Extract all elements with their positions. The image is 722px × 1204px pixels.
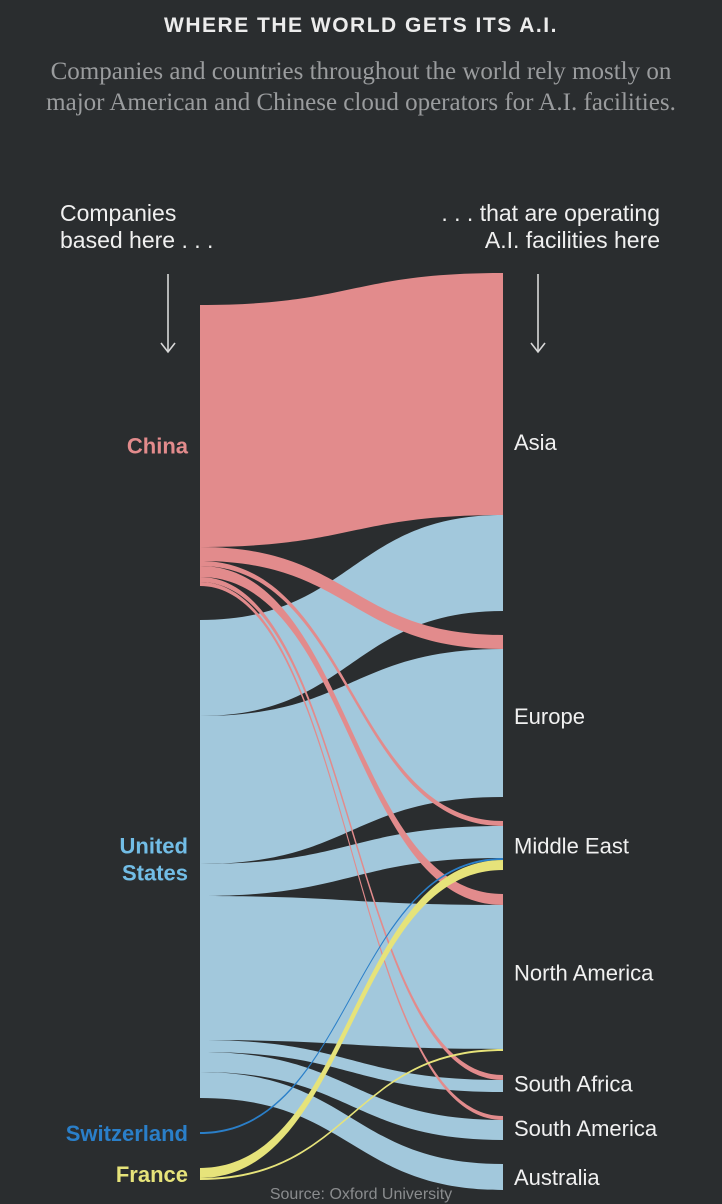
column-arrows <box>160 274 546 354</box>
flow-switzerland-to-middle-east <box>200 858 503 1134</box>
target-label-australia: Australia <box>514 1165 600 1190</box>
flow-united-states-to-europe <box>200 649 503 864</box>
flow-china-to-asia <box>200 273 503 547</box>
target-label-south-africa: South Africa <box>514 1072 633 1097</box>
target-label-south-america: South America <box>514 1116 658 1141</box>
flow-united-states-to-australia <box>200 1072 503 1190</box>
left-down-arrow-head <box>160 342 176 354</box>
source-label-france: France <box>116 1162 188 1187</box>
flow-china-to-middle-east <box>200 561 503 826</box>
target-label-north-america: North America <box>514 961 654 986</box>
target-label-europe: Europe <box>514 704 585 729</box>
chart-subtitle: Companies and countries throughout the w… <box>46 58 676 116</box>
right-down-arrow-head <box>530 342 546 354</box>
flow-united-states-to-south-africa <box>200 1040 503 1092</box>
flow-china-to-europe <box>200 547 503 649</box>
left-column-label: Companies based here . . . <box>60 200 214 253</box>
right-column-label: . . . that are operating A.I. facilities… <box>441 200 660 253</box>
chart-title: WHERE THE WORLD GETS ITS A.I. <box>164 14 558 37</box>
flow-united-states-to-asia <box>200 515 503 716</box>
flow-china-to-south-america <box>200 582 503 1120</box>
flow-china-to-south-africa <box>200 577 503 1080</box>
flow-united-states-to-south-america <box>200 1052 503 1140</box>
flow-united-states-to-middle-east <box>200 826 503 896</box>
flow-france-to-middle-east <box>200 860 503 1178</box>
source-label-china: China <box>127 434 189 459</box>
flow-france-to-north-america <box>200 1049 503 1180</box>
flow-united-states-to-north-america <box>200 896 503 1049</box>
target-label-middle-east: Middle East <box>514 834 629 859</box>
flow-links <box>200 273 503 1190</box>
source-note: Source: Oxford University <box>269 1186 453 1203</box>
source-label-united-states-line-1: United <box>120 834 188 859</box>
flow-china-to-north-america <box>200 566 503 905</box>
source-label-united-states-line-2: States <box>122 861 188 886</box>
target-label-asia: Asia <box>514 430 558 455</box>
source-label-switzerland: Switzerland <box>66 1121 188 1146</box>
